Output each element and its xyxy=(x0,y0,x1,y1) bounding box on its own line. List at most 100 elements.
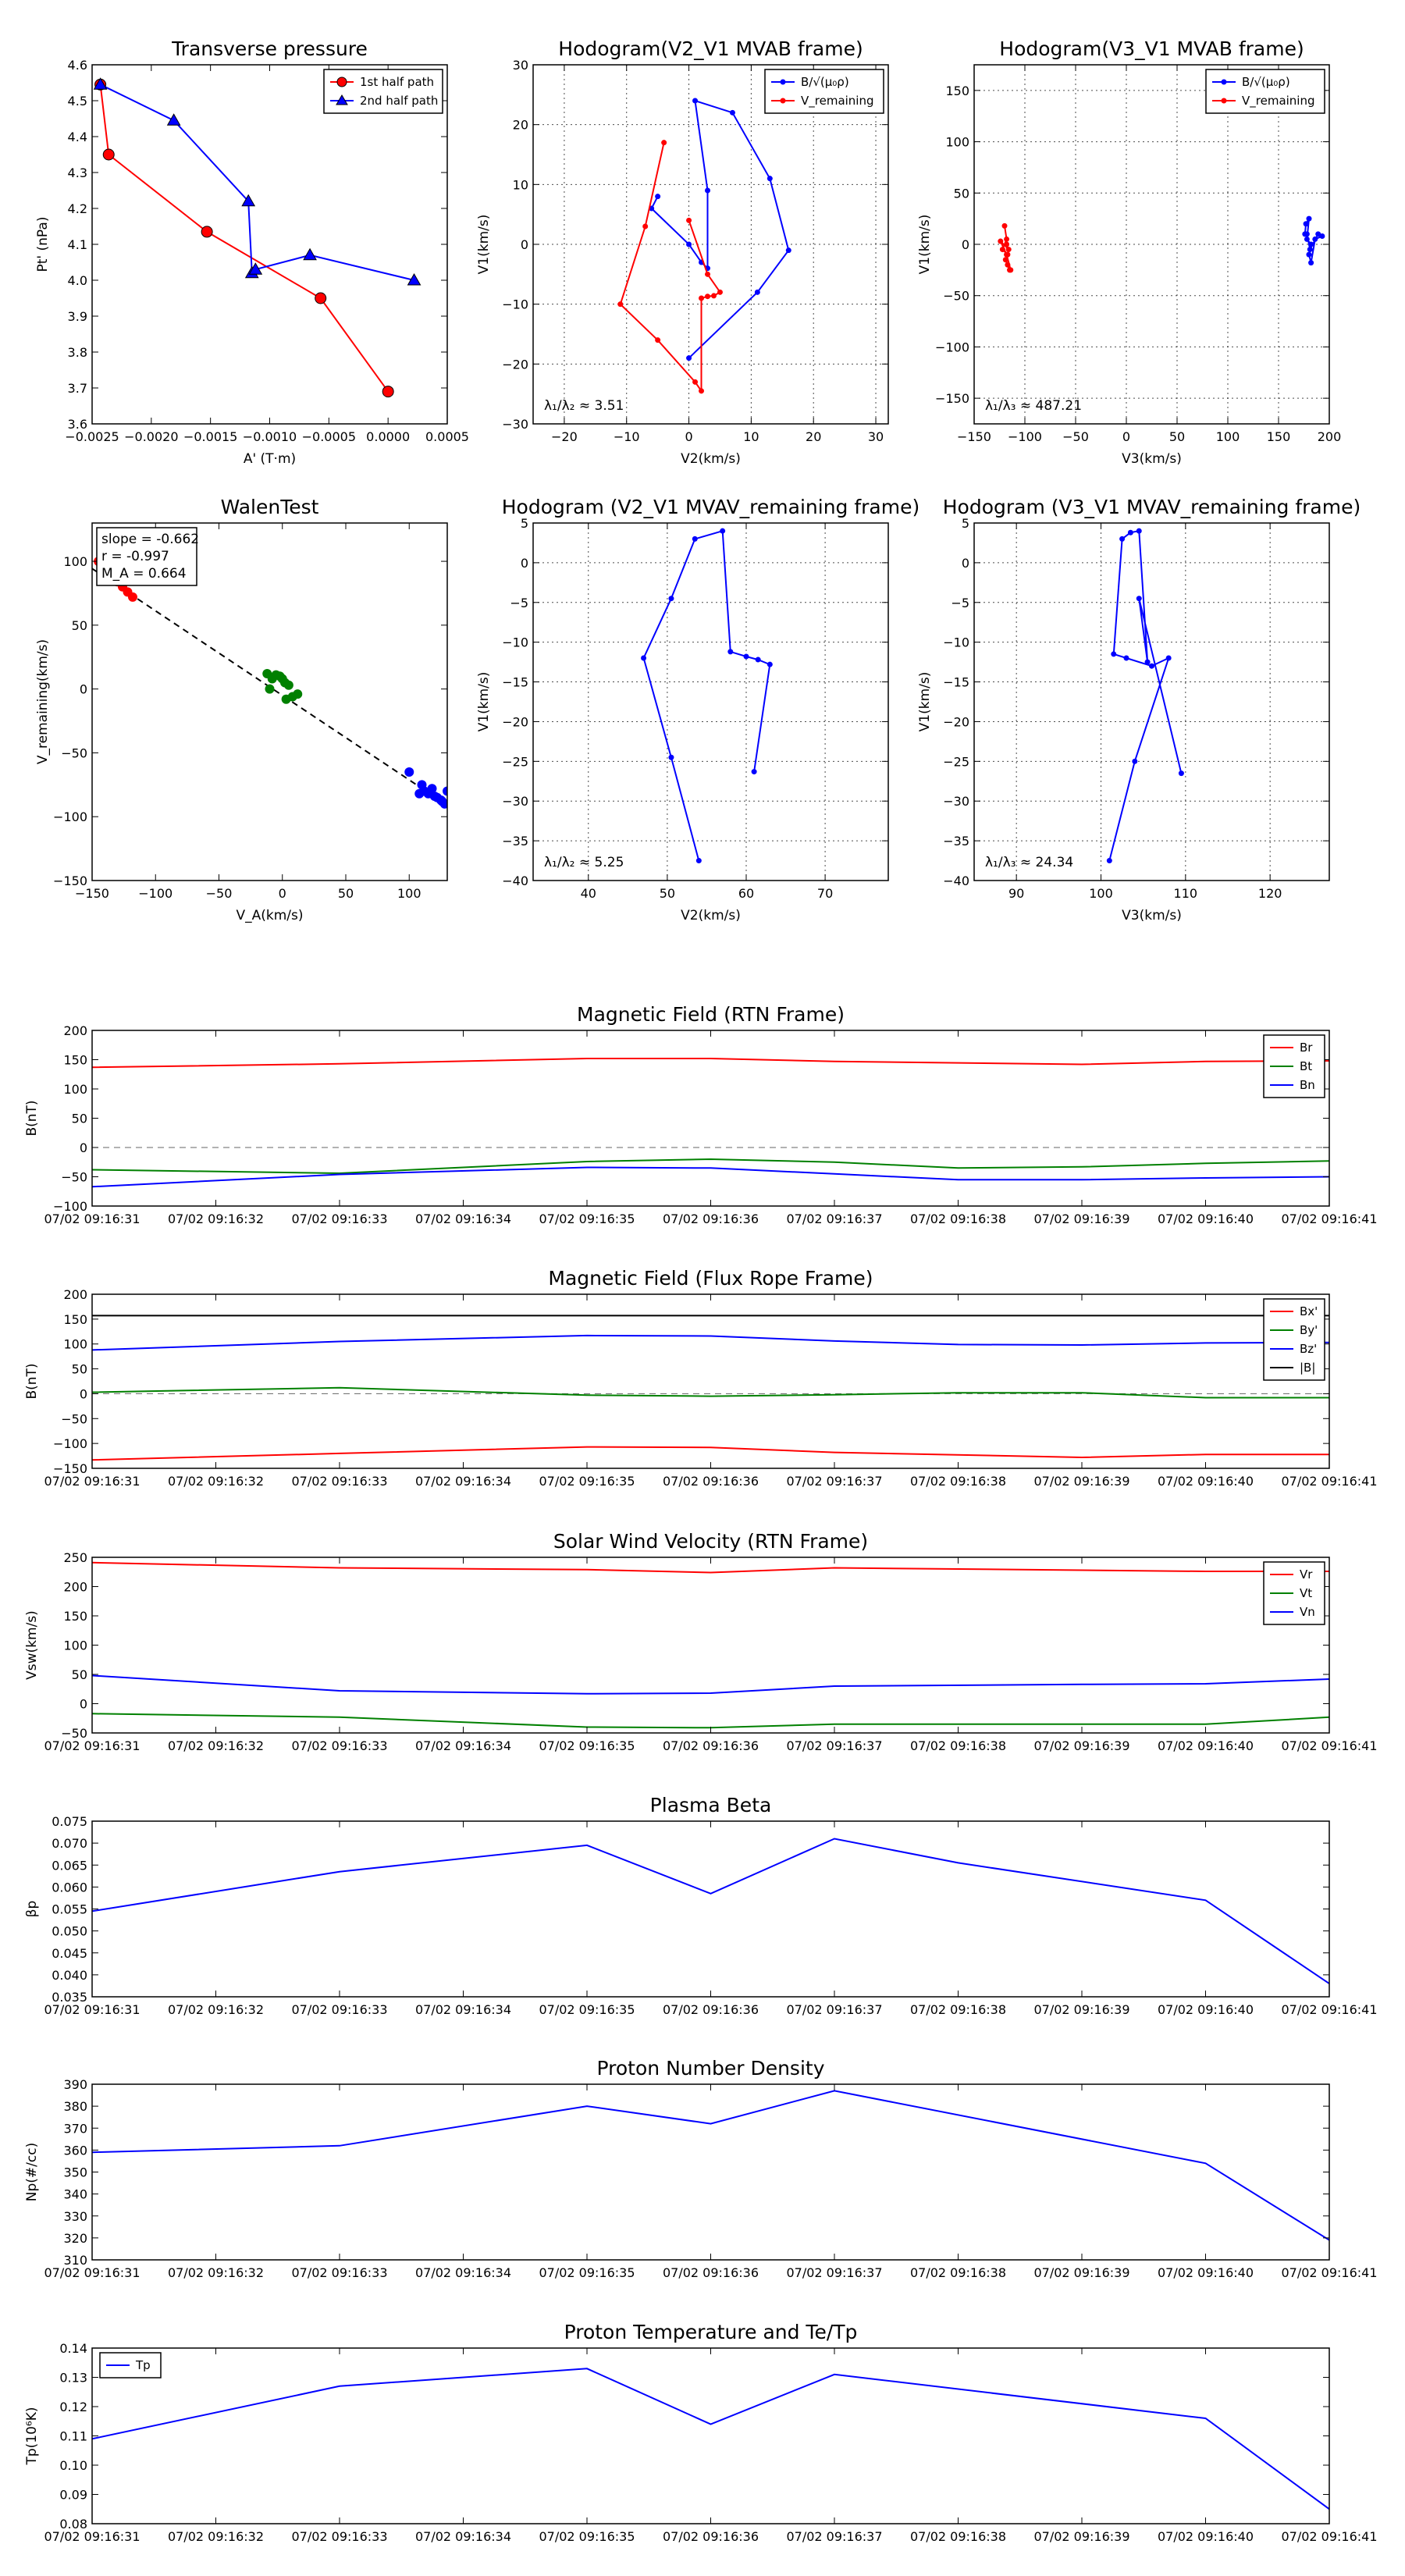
x-tick-label: −50 xyxy=(206,886,233,901)
y-tick-label: 150 xyxy=(945,84,969,98)
y-tick-label: 0.12 xyxy=(59,2400,87,2414)
x-tick-label: 07/02 09:16:32 xyxy=(168,1474,264,1489)
x-tick-label: 07/02 09:16:33 xyxy=(291,2265,387,2280)
data-point xyxy=(1306,215,1312,222)
y-tick-label: −25 xyxy=(502,754,528,769)
y-tick-label: −15 xyxy=(502,675,528,690)
y-tick-label: 200 xyxy=(63,1580,87,1595)
x-tick-label: −0.0005 xyxy=(302,429,356,444)
y-tick-label: 50 xyxy=(954,186,969,201)
data-point xyxy=(717,289,723,295)
x-tick-label: 07/02 09:16:38 xyxy=(910,2265,1006,2280)
y-tick-label: 150 xyxy=(63,1312,87,1327)
chart-title: Plasma Beta xyxy=(650,1794,772,1816)
legend-label: Bn xyxy=(1300,1078,1315,1092)
x-tick-label: 07/02 09:16:41 xyxy=(1281,1212,1377,1226)
x-axis-label: V2(km/s) xyxy=(681,451,741,467)
data-point xyxy=(1307,247,1313,253)
chart-tp: Transverse pressure −0.0025 −0.0020 −0.0015… xyxy=(35,37,469,467)
x-tick-label: −100 xyxy=(138,886,173,901)
x-tick-label: 07/02 09:16:39 xyxy=(1033,1738,1129,1753)
data-point xyxy=(686,241,692,247)
y-tick-label: −50 xyxy=(61,1411,87,1426)
x-tick-label: 07/02 09:16:37 xyxy=(786,2002,882,2017)
x-tick-label: 07/02 09:16:39 xyxy=(1033,2002,1129,2017)
x-tick-label: 40 xyxy=(581,886,596,901)
y-tick-label: 340 xyxy=(63,2187,87,2202)
legend-marker xyxy=(780,79,786,85)
data-point xyxy=(998,238,1004,244)
series-br xyxy=(92,1058,1329,1069)
axes-frame xyxy=(91,1820,1330,1998)
series-line xyxy=(642,529,771,861)
data-point xyxy=(1004,241,1010,247)
data-point xyxy=(767,176,773,182)
series-line xyxy=(92,1674,1329,1695)
y-tick-label: −50 xyxy=(61,1170,87,1185)
data-point xyxy=(1315,231,1321,237)
data-point xyxy=(102,148,115,161)
data-point xyxy=(443,786,447,796)
data-point xyxy=(1119,535,1126,542)
y-axis-label: B(nT) xyxy=(24,1100,40,1136)
x-tick-label: 07/02 09:16:32 xyxy=(168,2002,264,2017)
stats-box xyxy=(96,527,197,586)
legend: Vr Vt Vn xyxy=(1263,1561,1325,1625)
x-tick-label: 60 xyxy=(738,886,754,901)
y-tick-label: 50 xyxy=(72,1667,87,1682)
x-tick-label: 07/02 09:16:32 xyxy=(168,1738,264,1753)
series-line xyxy=(92,1713,1329,1729)
series-line xyxy=(650,99,790,359)
x-tick-label: 07/02 09:16:36 xyxy=(663,2002,759,2017)
x-tick-label: 07/02 09:16:32 xyxy=(168,1212,264,1226)
x-tick-label: 07/02 09:16:31 xyxy=(44,1474,140,1489)
chart-title: WalenTest xyxy=(221,496,319,518)
y-tick-label: 390 xyxy=(63,2077,87,2092)
series-vn xyxy=(92,1674,1329,1695)
data-point xyxy=(128,592,137,602)
y-tick-label: −20 xyxy=(943,714,969,729)
x-tick-label: 07/02 09:16:37 xyxy=(786,2265,882,2280)
x-tick-label: 0 xyxy=(1122,429,1130,444)
series-bx- xyxy=(92,1446,1329,1461)
x-axis-label: V3(km/s) xyxy=(1122,908,1182,923)
y-tick-label: 30 xyxy=(513,58,528,73)
x-tick-label: 07/02 09:16:34 xyxy=(415,2265,511,2280)
y-tick-label: 100 xyxy=(63,1638,87,1653)
y-tick-label: 100 xyxy=(945,135,969,150)
legend-box xyxy=(1205,69,1325,114)
y-tick-label: 50 xyxy=(72,1362,87,1377)
y-tick-label: 0.050 xyxy=(52,1924,87,1939)
legend: B/√(μ₀ρ) V_remaining xyxy=(764,69,884,114)
y-tick-label: 50 xyxy=(72,1112,87,1126)
data-point xyxy=(248,262,263,275)
eigen-ratio-annotation: λ₁/λ₃ ≈ 24.34 xyxy=(985,855,1073,870)
data-point xyxy=(754,289,760,295)
x-axis-label: A' (T·m) xyxy=(244,451,296,467)
series-2nd-half-path xyxy=(93,77,422,286)
data-point xyxy=(699,295,705,301)
data-point xyxy=(427,784,437,794)
x-tick-label: 07/02 09:16:36 xyxy=(663,2529,759,2544)
chart-walen: WalenTest −150 −100 −50 0 50 100 −150 −100 −50 0 50… xyxy=(35,496,448,923)
data-point xyxy=(201,226,213,238)
series-line xyxy=(619,142,721,393)
y-tick-label: 200 xyxy=(63,1023,87,1038)
chart-h4: Hodogram (V3_V1 MVAV_remaining frame) 90 1… xyxy=(917,496,1361,923)
x-tick-label: 0.0005 xyxy=(425,429,469,444)
data-point xyxy=(661,140,667,146)
chart-title: Hodogram(V3_V1 MVAB frame) xyxy=(999,37,1304,60)
y-tick-label: 0.045 xyxy=(52,1946,87,1961)
series-line xyxy=(92,1446,1329,1461)
y-tick-label: −25 xyxy=(943,754,969,769)
axes-frame xyxy=(973,522,1330,881)
y-tick-label: 0.075 xyxy=(52,1814,87,1829)
y-tick-label: 0.11 xyxy=(59,2429,87,2444)
data-point xyxy=(1304,231,1310,237)
y-axis-label: Np(#/cc) xyxy=(24,2143,40,2201)
axes-frame xyxy=(91,1557,1330,1734)
x-tick-label: 07/02 09:16:37 xyxy=(786,1474,882,1489)
x-tick-label: 07/02 09:16:34 xyxy=(415,1474,511,1489)
y-tick-label: −15 xyxy=(943,675,969,690)
